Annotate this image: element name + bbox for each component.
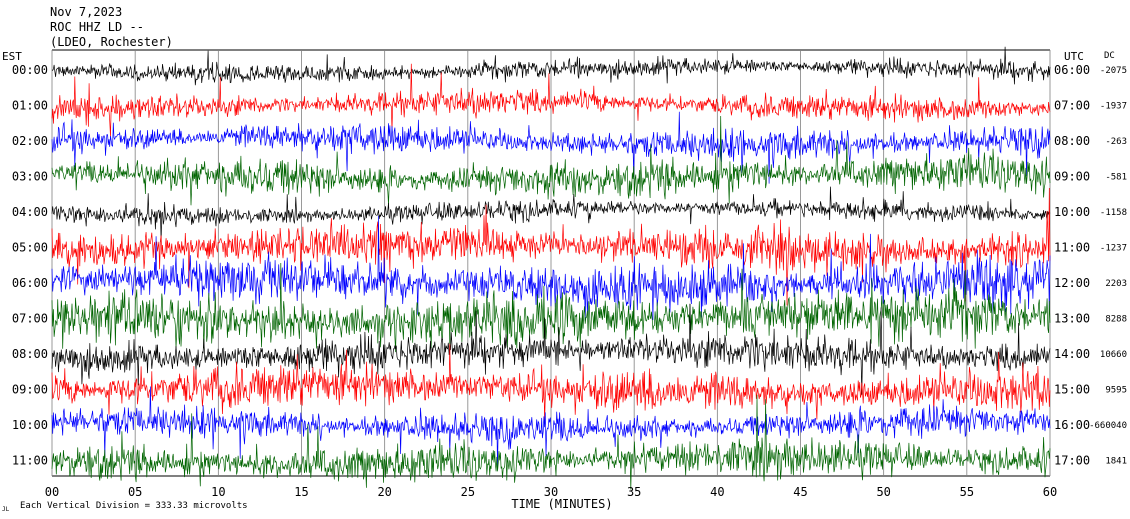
x-axis-label: TIME (MINUTES) xyxy=(511,497,612,511)
est-hour-label: 08:00 xyxy=(12,347,48,361)
x-tick-label: 00 xyxy=(45,485,59,499)
utc-hour-label: 07:00 xyxy=(1054,99,1090,113)
trace-hour-0800 xyxy=(51,303,1051,395)
trace-hour-0400 xyxy=(51,186,1051,243)
est-hour-label: 02:00 xyxy=(12,134,48,148)
est-hour-label: 04:00 xyxy=(12,205,48,219)
trace-hour-0600 xyxy=(51,215,1051,322)
header-station: ROC HHZ LD -- xyxy=(50,20,144,34)
trace-hour-1100 xyxy=(51,394,1051,490)
label-layer: 00 05 10 15 20 25 30 35 40 45 50 55 60 00:00 06:00 -207… xyxy=(12,63,1127,499)
dc-column-label: DC xyxy=(1104,51,1115,61)
utc-hour-label: 14:00 xyxy=(1054,347,1090,361)
grid-layer xyxy=(51,50,1051,476)
utc-hour-label: 11:00 xyxy=(1054,241,1090,255)
header-network: (LDEO, Rochester) xyxy=(50,35,173,49)
x-tick-label: 10 xyxy=(211,485,225,499)
y-axis-label-left: EST xyxy=(2,50,22,63)
x-tick-label: 05 xyxy=(128,485,142,499)
header-date: Nov 7,2023 xyxy=(50,5,122,19)
utc-hour-label: 12:00 xyxy=(1054,276,1090,290)
x-tick-label: 20 xyxy=(377,485,391,499)
x-tick-label: 45 xyxy=(793,485,807,499)
trace-hour-0100 xyxy=(51,63,1051,138)
utc-hour-label: 09:00 xyxy=(1054,170,1090,184)
utc-hour-label: 13:00 xyxy=(1054,312,1090,326)
corner-mark: JL xyxy=(2,506,10,513)
est-hour-label: 03:00 xyxy=(12,170,48,184)
x-tick-label: 15 xyxy=(294,485,308,499)
x-tick-label: 35 xyxy=(627,485,641,499)
est-hour-label: 06:00 xyxy=(12,276,48,290)
est-hour-label: 07:00 xyxy=(12,312,48,326)
dc-offset-value: 8288 xyxy=(1105,315,1127,325)
est-hour-label: 05:00 xyxy=(12,241,48,255)
dc-offset-value: -660040 xyxy=(1089,421,1127,431)
dc-offset-value: -1237 xyxy=(1100,244,1127,254)
dc-offset-value: -263 xyxy=(1105,137,1127,147)
vertical-division-note: Each Vertical Division = 333.33 microvol… xyxy=(20,501,248,511)
trace-hour-0700 xyxy=(51,262,1051,353)
trace-hour-0500 xyxy=(51,187,1051,306)
trace-hour-1000 xyxy=(51,386,1051,469)
x-tick-label: 25 xyxy=(461,485,475,499)
dc-offset-value: 1841 xyxy=(1105,457,1127,467)
trace-hour-0300 xyxy=(51,115,1051,206)
est-hour-label: 10:00 xyxy=(12,418,48,432)
trace-hour-0200 xyxy=(51,111,1051,184)
trace-hour-0000 xyxy=(51,46,1051,86)
dc-offset-value: 2203 xyxy=(1105,279,1127,289)
x-tick-label: 55 xyxy=(960,485,974,499)
trace-hour-0900 xyxy=(51,343,1051,423)
est-hour-label: 11:00 xyxy=(12,454,48,468)
est-hour-label: 00:00 xyxy=(12,63,48,77)
y-axis-label-right: UTC xyxy=(1064,50,1084,63)
trace-layer xyxy=(51,46,1051,490)
utc-hour-label: 16:00 xyxy=(1054,418,1090,432)
utc-hour-label: 17:00 xyxy=(1054,454,1090,468)
dc-offset-value: -581 xyxy=(1105,173,1127,183)
dc-offset-value: 10660 xyxy=(1100,350,1127,360)
dc-offset-value: 9595 xyxy=(1105,386,1127,396)
est-hour-label: 01:00 xyxy=(12,99,48,113)
dc-offset-value: -1937 xyxy=(1100,102,1127,112)
utc-hour-label: 08:00 xyxy=(1054,134,1090,148)
dc-offset-value: -2075 xyxy=(1100,66,1127,76)
dc-offset-value: -1158 xyxy=(1100,208,1127,218)
est-hour-label: 09:00 xyxy=(12,383,48,397)
x-tick-label: 30 xyxy=(544,485,558,499)
x-tick-label: 50 xyxy=(876,485,890,499)
utc-hour-label: 06:00 xyxy=(1054,63,1090,77)
utc-hour-label: 10:00 xyxy=(1054,205,1090,219)
utc-hour-label: 15:00 xyxy=(1054,383,1090,397)
x-tick-label: 40 xyxy=(710,485,724,499)
x-tick-label: 60 xyxy=(1043,485,1057,499)
